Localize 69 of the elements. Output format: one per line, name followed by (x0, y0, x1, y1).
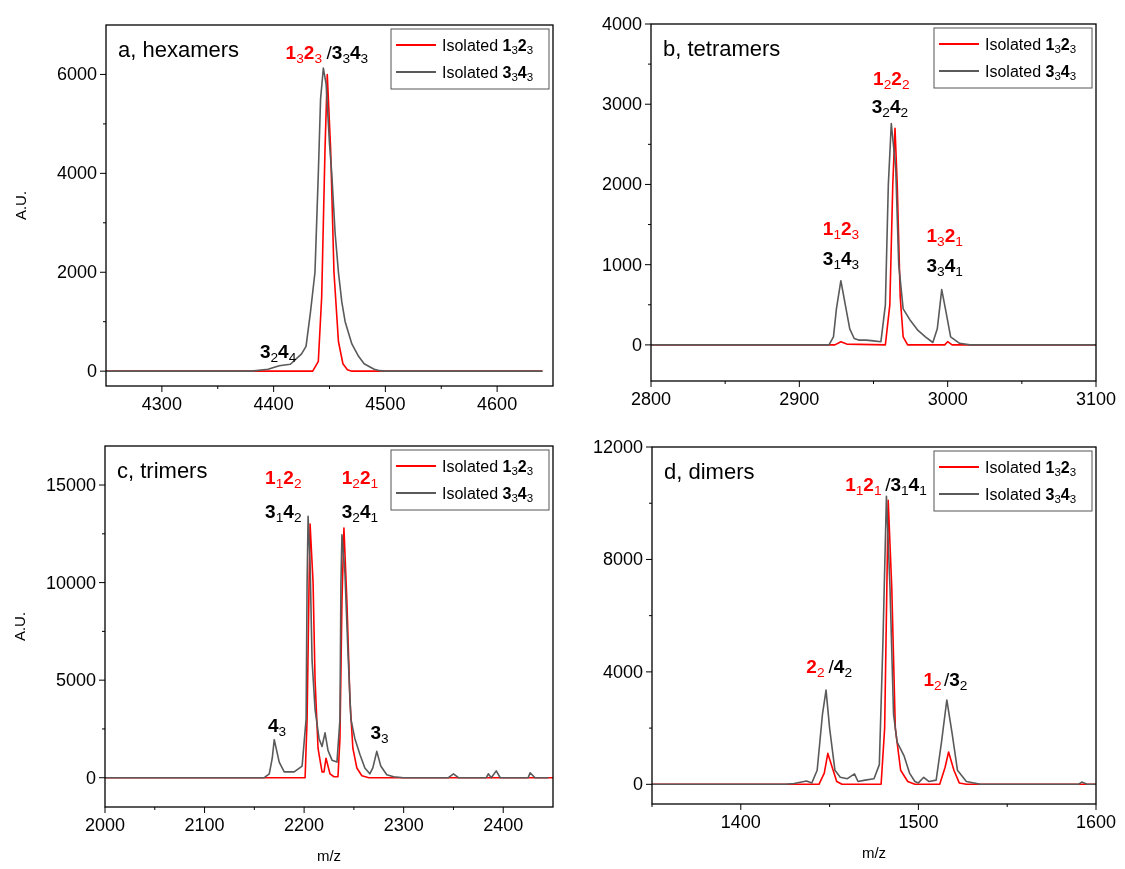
y-tick-label: 0 (632, 774, 643, 795)
annotation: 1$_{2}$2$_{1}$ (341, 466, 379, 491)
annotation: 1$_{3}$2$_{3}$ (285, 41, 322, 66)
y-tick-label: 5000 (55, 670, 96, 691)
legend-label: Isolated 3$_{3}$4$_{3}$ (985, 486, 1077, 506)
x-tick-label: 2300 (383, 815, 424, 835)
legend-label: Isolated 3$_{3}$4$_{3}$ (442, 64, 534, 84)
x-tick-label: 1400 (720, 812, 761, 832)
annotation: 3$_{2}$4$_{2}$ (871, 95, 909, 120)
legend-label: Isolated 3$_{3}$4$_{3}$ (985, 63, 1077, 83)
y-tick-label: 0 (86, 361, 97, 382)
x-tick-label: 4600 (477, 394, 518, 414)
y-tick-label: 15000 (45, 475, 96, 496)
x-tick-label: 2800 (630, 389, 672, 409)
annotation: 1$_{3}$2$_{1}$ (926, 224, 963, 249)
legend-label: Isolated 1$_{3}$2$_{3}$ (985, 459, 1077, 479)
y-tick-label: 12000 (592, 437, 643, 457)
y-tick-label: 10000 (45, 572, 96, 593)
annotation: 4$_{3}$ (267, 715, 287, 739)
x-tick-label: 4500 (365, 394, 406, 414)
text: d, dimers (664, 459, 755, 484)
text: b, tetramers (663, 36, 781, 61)
annotation: 3$_{2}$4$_{1}$ (341, 500, 379, 525)
x-tick-label: 3100 (1075, 389, 1117, 409)
legend-label: Isolated 1$_{3}$2$_{3}$ (985, 36, 1077, 56)
legend-label: Isolated 3$_{3}$4$_{3}$ (442, 485, 534, 505)
x-tick-label: 2200 (284, 815, 325, 835)
annotation: /4$_{2}$ (828, 655, 852, 680)
annotation: 2$_{2}$ (806, 655, 825, 680)
y-tick-label: 2000 (601, 174, 642, 195)
legend-label: Isolated 1$_{3}$2$_{3}$ (442, 37, 534, 57)
x-tick-label: 2100 (184, 815, 225, 835)
x-tick-label: 3000 (927, 389, 968, 409)
annotation: 3$_{2}$4$_{4}$ (259, 341, 297, 366)
y-tick-label: 0 (85, 767, 96, 788)
x-axis-title: m/z (316, 847, 342, 864)
x-tick-label: 4400 (253, 394, 294, 414)
text: c, trimers (117, 458, 208, 483)
x-tick-label: 2900 (779, 389, 820, 409)
y-axis-title: A.U. (11, 611, 28, 642)
annotation: 1$_{1}$2$_{2}$ (265, 466, 302, 491)
text: a, hexamers (118, 37, 240, 62)
y-tick-label: 8000 (602, 549, 643, 570)
y-tick-label: 4000 (601, 14, 642, 34)
x-tick-label: 1600 (1075, 812, 1117, 832)
y-tick-label: 2000 (56, 262, 97, 283)
legend-label: Isolated 1$_{3}$2$_{3}$ (442, 458, 534, 478)
y-axis-title: A.U. (12, 190, 29, 221)
x-axis-title: m/z (861, 844, 887, 861)
annotation: /3$_{2}$ (943, 668, 968, 693)
annotation: 3$_{3}$4$_{1}$ (926, 255, 963, 280)
annotation: 3$_{1}$4$_{3}$ (822, 248, 860, 273)
x-tick-label: 1500 (898, 812, 939, 832)
annotation: 3$_{1}$4$_{2}$ (265, 500, 302, 525)
annotation: /3$_{1}$4$_{1}$ (885, 474, 927, 499)
x-tick-label: 4300 (141, 394, 182, 414)
y-tick-label: 6000 (56, 64, 97, 85)
y-tick-label: 4000 (56, 163, 97, 184)
annotation: 3$_{3}$ (370, 721, 389, 746)
annotation: 1$_{1}$2$_{1}$ (845, 474, 882, 499)
y-tick-label: 4000 (602, 661, 643, 682)
y-tick-label: 1000 (601, 254, 642, 275)
x-tick-label: 2400 (483, 815, 524, 835)
annotation: 1$_{2}$2$_{2}$ (873, 67, 910, 92)
annotation: 1$_{1}$2$_{3}$ (822, 217, 860, 242)
y-tick-label: 0 (631, 334, 642, 355)
annotation: /3$_{3}$4$_{3}$ (326, 41, 369, 66)
annotation: 1$_{2}$ (923, 668, 942, 693)
y-tick-label: 3000 (601, 94, 642, 115)
